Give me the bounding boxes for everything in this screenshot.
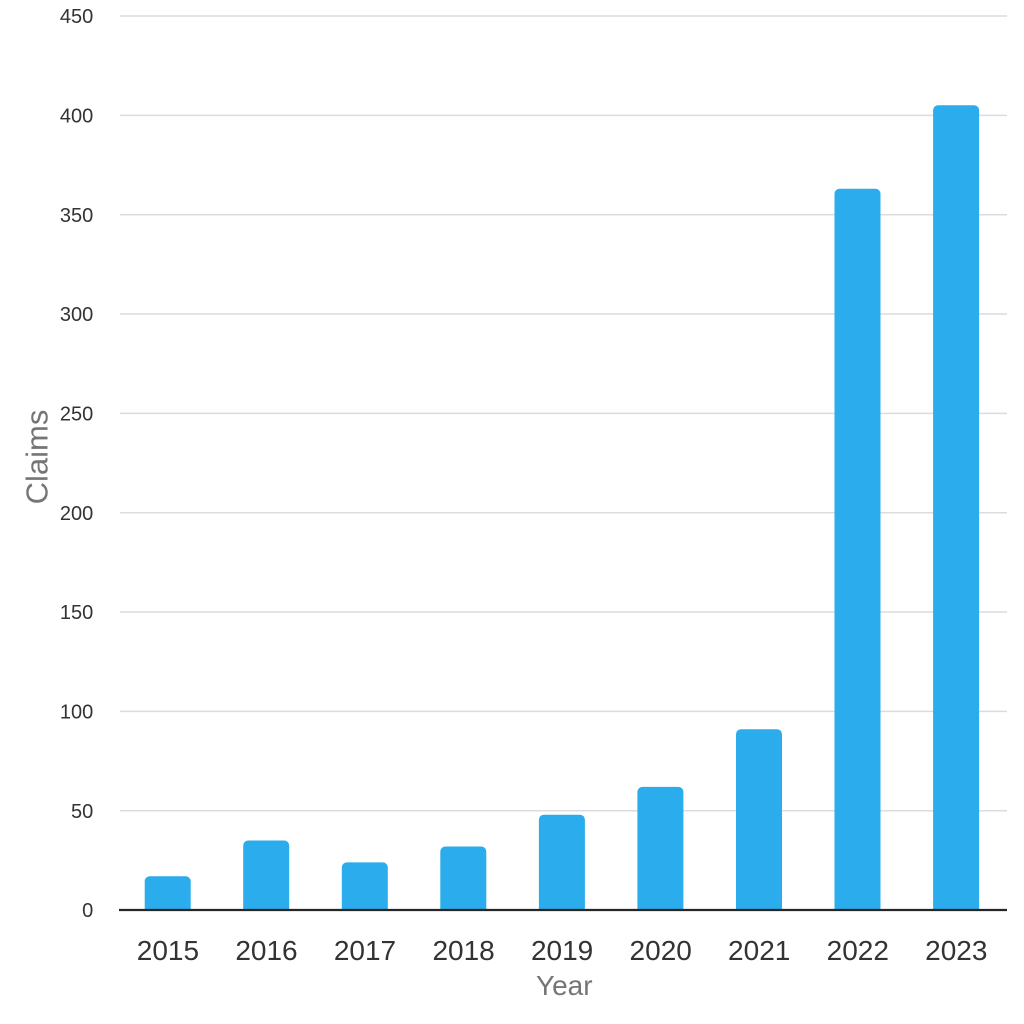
svg-text:Year: Year	[536, 970, 593, 1001]
svg-text:2023: 2023	[925, 935, 987, 966]
svg-text:200: 200	[60, 503, 93, 525]
svg-text:2016: 2016	[235, 935, 297, 966]
svg-text:2015: 2015	[137, 935, 199, 966]
svg-text:2017: 2017	[334, 935, 396, 966]
svg-text:50: 50	[71, 801, 93, 823]
svg-text:250: 250	[60, 404, 93, 426]
svg-text:Claims: Claims	[20, 410, 55, 505]
svg-text:350: 350	[60, 205, 93, 227]
svg-text:450: 450	[60, 6, 93, 28]
svg-text:0: 0	[82, 900, 93, 922]
svg-text:2019: 2019	[531, 935, 593, 966]
svg-text:2022: 2022	[827, 935, 889, 966]
svg-text:150: 150	[60, 602, 93, 624]
svg-text:100: 100	[60, 702, 93, 724]
svg-text:2018: 2018	[432, 935, 494, 966]
svg-text:2021: 2021	[728, 935, 790, 966]
svg-text:2020: 2020	[630, 935, 692, 966]
svg-text:400: 400	[60, 106, 93, 128]
svg-text:300: 300	[60, 304, 93, 326]
